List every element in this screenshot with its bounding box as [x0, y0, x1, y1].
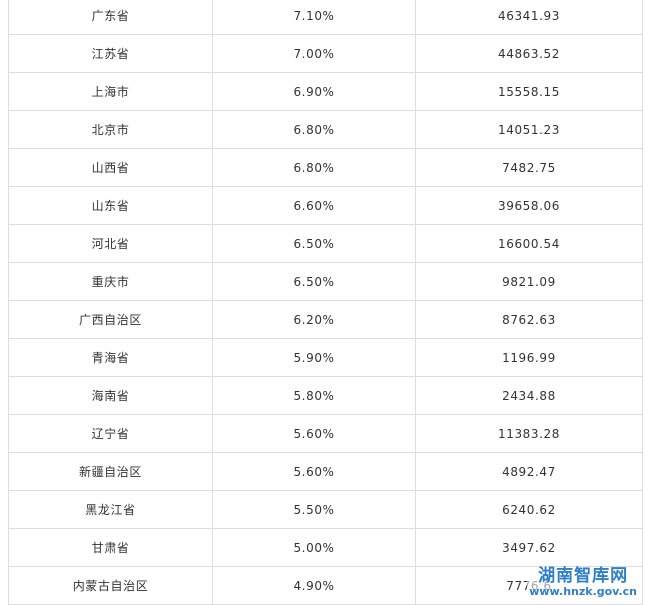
- rate-cell: 5.60%: [212, 414, 416, 453]
- data-table-container: 广东省 7.10% 46341.93 江苏省 7.00% 44863.52 上海…: [8, 0, 643, 605]
- value-cell: 14051.23: [415, 110, 643, 149]
- region-cell: 新疆自治区: [8, 452, 213, 491]
- value-cell: 6240.62: [415, 490, 643, 529]
- region-cell: 山西省: [8, 148, 213, 187]
- table-row: 山西省 6.80% 7482.75: [8, 148, 643, 187]
- table-row: 新疆自治区 5.60% 4892.47: [8, 452, 643, 491]
- rate-cell: 6.50%: [212, 262, 416, 301]
- province-data-table: 广东省 7.10% 46341.93 江苏省 7.00% 44863.52 上海…: [8, 0, 643, 605]
- watermark-site-url: www.hnzk.gov.cn: [529, 585, 637, 598]
- region-cell: 河北省: [8, 224, 213, 263]
- region-cell: 海南省: [8, 376, 213, 415]
- table-row: 海南省 5.80% 2434.88: [8, 376, 643, 415]
- region-cell: 上海市: [8, 72, 213, 111]
- region-cell: 江苏省: [8, 34, 213, 73]
- site-watermark: 湖南智库网 www.hnzk.gov.cn: [527, 568, 639, 597]
- watermark-site-name: 湖南智库网: [538, 566, 629, 586]
- value-cell: 9821.09: [415, 262, 643, 301]
- table-row: 甘肃省 5.00% 3497.62: [8, 528, 643, 567]
- value-cell: 2434.88: [415, 376, 643, 415]
- table-row: 黑龙江省 5.50% 6240.62: [8, 490, 643, 529]
- rate-cell: 5.00%: [212, 528, 416, 567]
- table-row: 广西自治区 6.20% 8762.63: [8, 300, 643, 339]
- region-cell: 甘肃省: [8, 528, 213, 567]
- region-cell: 黑龙江省: [8, 490, 213, 529]
- value-cell: 16600.54: [415, 224, 643, 263]
- region-cell: 辽宁省: [8, 414, 213, 453]
- table-row: 辽宁省 5.60% 11383.28: [8, 414, 643, 453]
- table-row: 广东省 7.10% 46341.93: [8, 0, 643, 35]
- table-row: 北京市 6.80% 14051.23: [8, 110, 643, 149]
- region-cell: 青海省: [8, 338, 213, 377]
- rate-cell: 6.80%: [212, 110, 416, 149]
- region-cell: 北京市: [8, 110, 213, 149]
- value-cell: 39658.06: [415, 186, 643, 225]
- rate-cell: 5.90%: [212, 338, 416, 377]
- value-cell: 7482.75: [415, 148, 643, 187]
- rate-cell: 6.80%: [212, 148, 416, 187]
- rate-cell: 6.60%: [212, 186, 416, 225]
- table-row: 上海市 6.90% 15558.15: [8, 72, 643, 111]
- rate-cell: 7.00%: [212, 34, 416, 73]
- region-cell: 广西自治区: [8, 300, 213, 339]
- rate-cell: 5.50%: [212, 490, 416, 529]
- value-cell: 8762.63: [415, 300, 643, 339]
- value-cell: 3497.62: [415, 528, 643, 567]
- rate-cell: 6.90%: [212, 72, 416, 111]
- table-row: 青海省 5.90% 1196.99: [8, 338, 643, 377]
- rate-cell: 5.60%: [212, 452, 416, 491]
- value-cell: 11383.28: [415, 414, 643, 453]
- value-cell: 4892.47: [415, 452, 643, 491]
- region-cell: 广东省: [8, 0, 213, 35]
- value-cell: 46341.93: [415, 0, 643, 35]
- table-row: 重庆市 6.50% 9821.09: [8, 262, 643, 301]
- region-cell: 重庆市: [8, 262, 213, 301]
- table-row: 江苏省 7.00% 44863.52: [8, 34, 643, 73]
- rate-cell: 7.10%: [212, 0, 416, 35]
- value-cell: 44863.52: [415, 34, 643, 73]
- table-row: 河北省 6.50% 16600.54: [8, 224, 643, 263]
- value-cell: 15558.15: [415, 72, 643, 111]
- table-row: 山东省 6.60% 39658.06: [8, 186, 643, 225]
- rate-cell: 5.80%: [212, 376, 416, 415]
- region-cell: 山东省: [8, 186, 213, 225]
- value-cell: 1196.99: [415, 338, 643, 377]
- rate-cell: 6.20%: [212, 300, 416, 339]
- rate-cell: 6.50%: [212, 224, 416, 263]
